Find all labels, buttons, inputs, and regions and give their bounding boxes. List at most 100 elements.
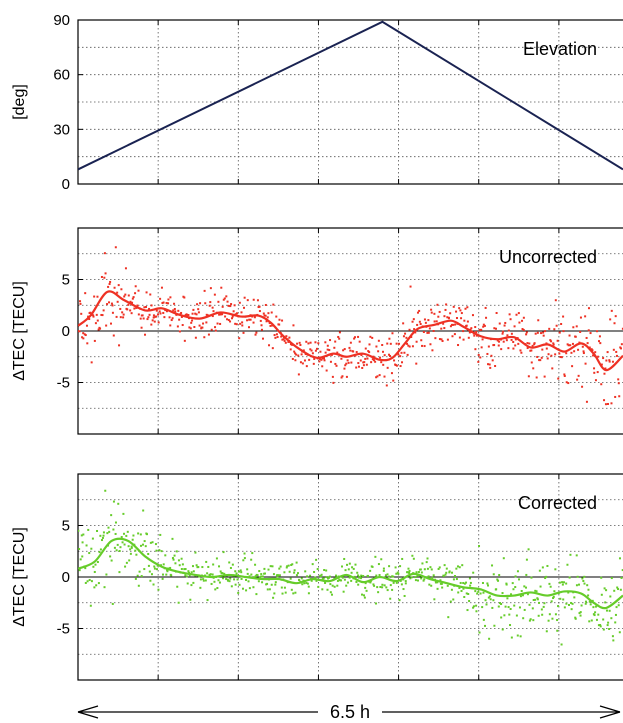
y-tick-label: 90	[53, 12, 70, 29]
data-point	[563, 374, 566, 377]
y-axis-label: [deg]	[11, 84, 28, 120]
data-point	[477, 353, 480, 356]
data-point	[421, 562, 424, 565]
data-point	[484, 624, 487, 627]
data-point	[597, 355, 600, 358]
data-point	[525, 573, 528, 576]
data-point	[406, 571, 409, 574]
data-point	[139, 533, 142, 536]
data-point	[150, 304, 153, 307]
data-point	[293, 571, 296, 574]
data-point	[112, 528, 115, 531]
data-point	[558, 352, 561, 355]
data-point	[110, 302, 113, 305]
data-point	[294, 591, 297, 594]
panel-title: Uncorrected	[499, 247, 597, 267]
data-point	[427, 331, 430, 334]
data-point	[546, 564, 549, 567]
data-point	[109, 280, 112, 283]
data-point	[552, 597, 555, 600]
data-point	[603, 372, 606, 375]
data-point	[383, 375, 386, 378]
data-point	[329, 339, 332, 342]
data-point	[152, 583, 155, 586]
data-point	[159, 297, 162, 300]
data-point	[604, 403, 607, 406]
data-point	[383, 354, 386, 357]
y-tick-label: 5	[62, 518, 70, 535]
data-point	[585, 336, 588, 339]
data-point	[335, 574, 338, 577]
data-point	[359, 359, 362, 362]
data-point	[202, 322, 205, 325]
data-point	[550, 354, 553, 357]
data-point	[491, 564, 494, 567]
data-point	[588, 600, 591, 603]
data-point	[458, 336, 461, 339]
data-point	[163, 316, 166, 319]
data-point	[303, 359, 306, 362]
data-point	[214, 588, 217, 591]
data-point	[216, 322, 219, 325]
data-point	[319, 575, 322, 578]
data-point	[507, 606, 510, 609]
data-point	[589, 332, 592, 335]
data-point	[180, 315, 183, 318]
data-point	[382, 569, 385, 572]
data-point	[547, 619, 550, 622]
data-point	[131, 538, 134, 541]
data-point	[127, 545, 130, 548]
data-point	[123, 532, 126, 535]
data-point	[556, 339, 559, 342]
data-point	[143, 568, 146, 571]
data-point	[486, 582, 489, 585]
data-point	[194, 336, 197, 339]
data-point	[593, 367, 596, 370]
trend-line	[78, 537, 623, 610]
data-point	[81, 336, 84, 339]
data-point	[89, 604, 92, 607]
data-point	[350, 361, 353, 364]
data-point	[93, 586, 96, 589]
data-point	[196, 303, 199, 306]
series-layer	[78, 246, 623, 406]
data-point	[177, 601, 180, 604]
data-point	[349, 341, 352, 344]
data-point	[505, 339, 508, 342]
data-point	[276, 575, 279, 578]
data-point	[204, 302, 207, 305]
data-point	[140, 575, 143, 578]
data-point	[525, 586, 528, 589]
data-point	[284, 341, 287, 344]
data-point	[535, 376, 538, 379]
data-point	[194, 312, 197, 315]
data-point	[113, 546, 116, 549]
data-point	[541, 613, 544, 616]
data-point	[600, 576, 603, 579]
data-point	[619, 588, 622, 591]
data-point	[517, 342, 520, 345]
data-point	[595, 618, 598, 621]
data-point	[289, 348, 292, 351]
data-point	[192, 581, 195, 584]
data-point	[224, 315, 227, 318]
data-point	[539, 359, 542, 362]
data-point	[540, 356, 543, 359]
data-point	[605, 589, 608, 592]
data-point	[479, 356, 482, 359]
data-point	[489, 366, 492, 369]
data-point	[194, 551, 197, 554]
data-point	[112, 500, 115, 503]
data-point	[174, 310, 177, 313]
data-point	[420, 339, 423, 342]
data-point	[617, 588, 620, 591]
data-point	[386, 366, 389, 369]
data-point	[339, 579, 342, 582]
data-point	[475, 610, 478, 613]
data-point	[402, 588, 405, 591]
data-point	[482, 591, 485, 594]
data-point	[401, 557, 404, 560]
data-point	[620, 347, 623, 350]
data-point	[452, 578, 455, 581]
data-point	[600, 363, 603, 366]
